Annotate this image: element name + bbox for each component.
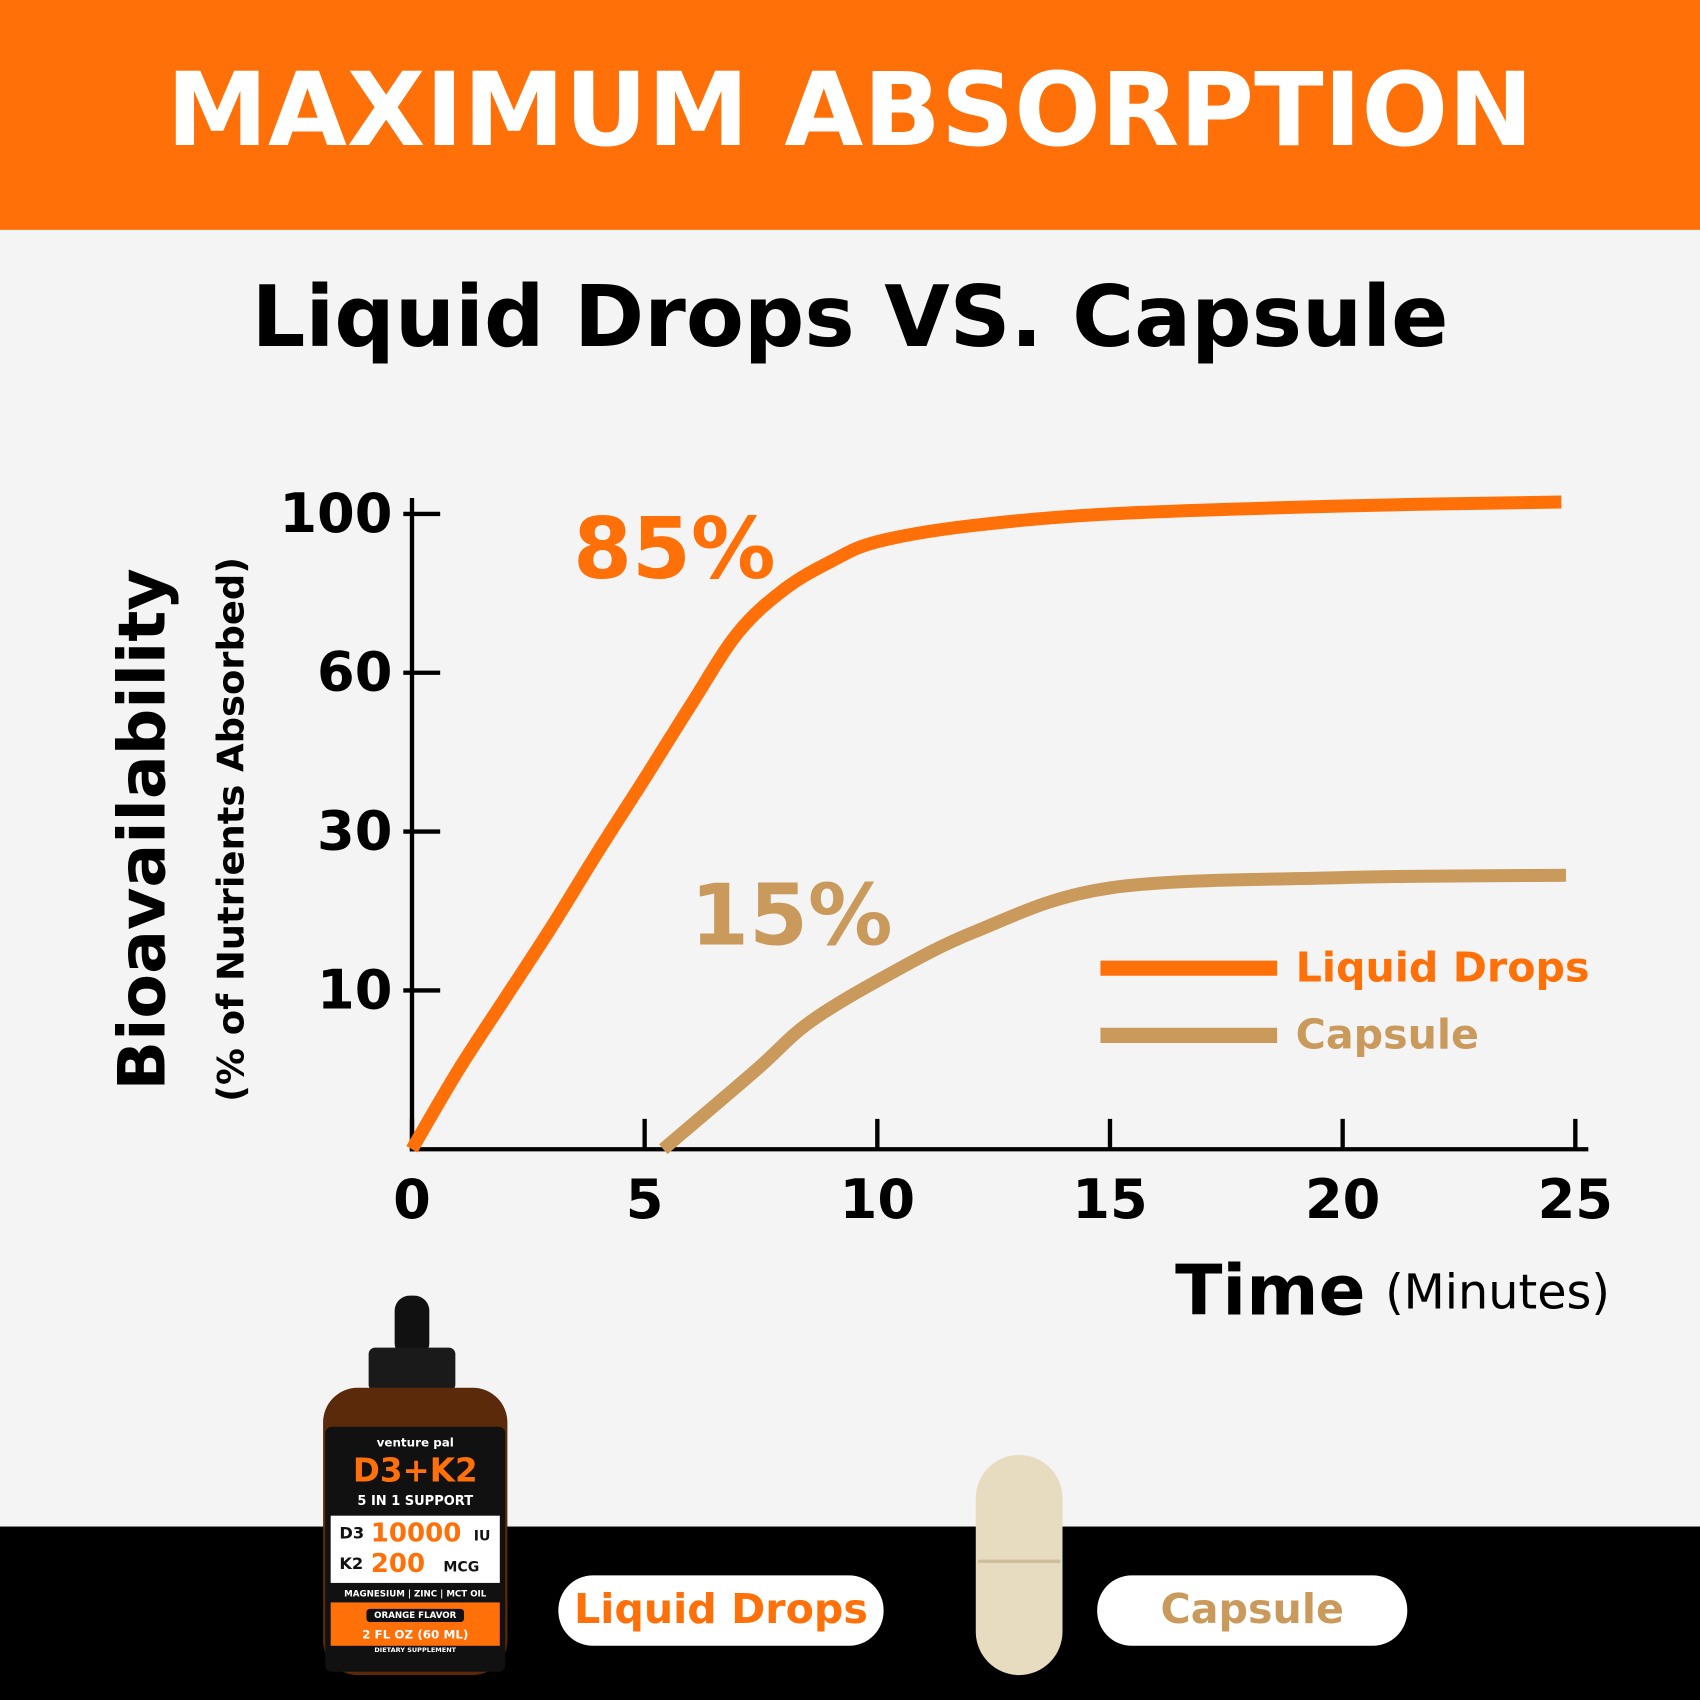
drops-label: Liquid Drops (574, 1585, 868, 1633)
y-axis-sublabel: (% of Nutrients Absorbed) (210, 557, 253, 1102)
bottle (323, 1295, 508, 1676)
annotation: 15% (690, 867, 892, 965)
chart-title: Liquid Drops VS. Capsule (251, 268, 1448, 366)
x-tick-label: 10 (840, 1168, 915, 1231)
y-tick-label: 10 (317, 958, 392, 1021)
bottle-extras: MAGNESIUM | ZINC | MCT OIL (344, 1589, 487, 1599)
x-tick-label: 5 (626, 1168, 664, 1231)
capsule-label: Capsule (1161, 1585, 1344, 1633)
bottle-d3-unit: IU (474, 1528, 491, 1544)
dropper-bulb (394, 1295, 430, 1359)
y-tick-label: 100 (279, 482, 392, 545)
x-tick-label: 0 (393, 1168, 431, 1231)
series-line (406, 495, 1562, 1153)
y-axis-label: Bioavailability (105, 568, 180, 1090)
x-tick-label: 15 (1072, 1168, 1147, 1231)
bottle-support: 5 IN 1 SUPPORT (357, 1494, 473, 1509)
x-axis-title: Time (1175, 1252, 1365, 1332)
drops-pill-label (558, 1575, 884, 1646)
capsule-pill (975, 1454, 1063, 1676)
capsule-shell (975, 1454, 1063, 1676)
legend-label: Capsule (1296, 1011, 1479, 1059)
bottle-k2-amount: 200 (371, 1549, 425, 1579)
bottle-d3: D3 (339, 1524, 364, 1543)
banner (0, 0, 1700, 230)
x-axis-label: Time (Minutes) (1175, 1252, 1610, 1332)
bottle-d3-amount: 10000 (371, 1519, 462, 1549)
flavor-tag (366, 1608, 465, 1622)
capsule-pill-label (1097, 1575, 1408, 1646)
x-tick-label: 20 (1305, 1168, 1380, 1231)
bottle-k2: K2 (339, 1554, 363, 1573)
x-tick-label: 25 (1538, 1168, 1613, 1231)
bottle-brand: venture pal (377, 1436, 454, 1450)
y-tick-label: 30 (317, 799, 392, 862)
banner-title: MAXIMUM ABSORPTION (167, 51, 1534, 170)
bottle-name: D3+K2 (353, 1451, 478, 1489)
bottle-size: 2 FL OZ (60 ML) (362, 1627, 468, 1641)
legend-label: Liquid Drops (1296, 943, 1590, 991)
bottle-k2-unit: MCG (443, 1560, 479, 1576)
x-axis-subtitle: (Minutes) (1385, 1266, 1610, 1321)
bottle-flavor: ORANGE FLAVOR (374, 1611, 456, 1621)
dropper-collar (368, 1347, 456, 1392)
annotation: 85% (573, 500, 775, 598)
bottle-kind: DIETARY SUPPLEMENT (374, 1646, 456, 1654)
y-tick-label: 60 (317, 641, 392, 704)
dose-panel (330, 1515, 500, 1583)
series-line (659, 868, 1567, 1155)
